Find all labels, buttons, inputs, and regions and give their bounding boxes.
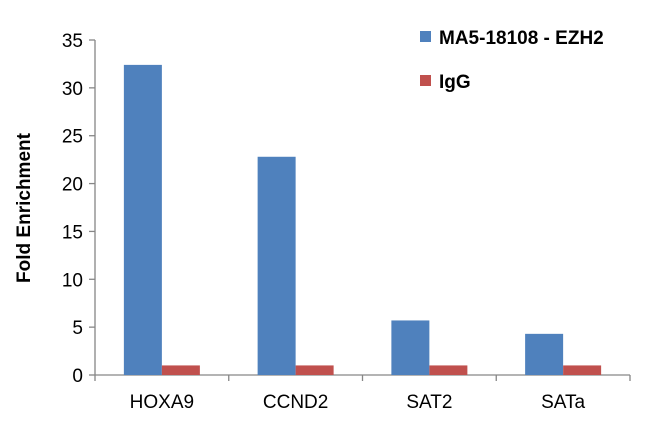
- bar-series1-sat2: [391, 320, 430, 375]
- legend-label: MA5-18108 - EZH2: [439, 28, 604, 49]
- bar-series2-sat2: [429, 365, 468, 375]
- x-tick-label: SAT2: [406, 392, 452, 413]
- bar-series1-hoxa9: [123, 64, 162, 375]
- y-axis: 0 5 10 15 20 25 30 35: [62, 31, 96, 387]
- bar-series1-sata: [525, 333, 564, 375]
- y-tick-label: 35: [62, 31, 83, 52]
- y-tick-label: 10: [62, 270, 83, 291]
- y-tick-label: 5: [72, 318, 83, 339]
- y-axis-label: Fold Enrichment: [14, 132, 35, 283]
- bars: [123, 64, 602, 375]
- x-tick-label: SATa: [541, 392, 585, 413]
- x-axis: HOXA9 CCND2 SAT2 SATa: [94, 374, 631, 413]
- bar-series2-hoxa9: [161, 365, 200, 375]
- x-tick-label: CCND2: [263, 392, 328, 413]
- y-tick-label: 25: [62, 127, 83, 148]
- legend: MA5-18108 - EZH2 IgG: [420, 28, 604, 93]
- bar-series2-sata: [563, 365, 602, 375]
- y-tick-label: 15: [62, 222, 83, 243]
- bar-series2-ccnd2: [295, 365, 334, 375]
- legend-swatch: [420, 75, 431, 86]
- y-tick-label: 20: [62, 175, 83, 196]
- y-tick-label: 30: [62, 79, 83, 100]
- y-tick-label: 0: [72, 366, 83, 387]
- bar-series1-ccnd2: [257, 156, 296, 375]
- legend-label: IgG: [439, 72, 471, 93]
- legend-swatch: [420, 31, 431, 42]
- x-tick-label: HOXA9: [130, 392, 194, 413]
